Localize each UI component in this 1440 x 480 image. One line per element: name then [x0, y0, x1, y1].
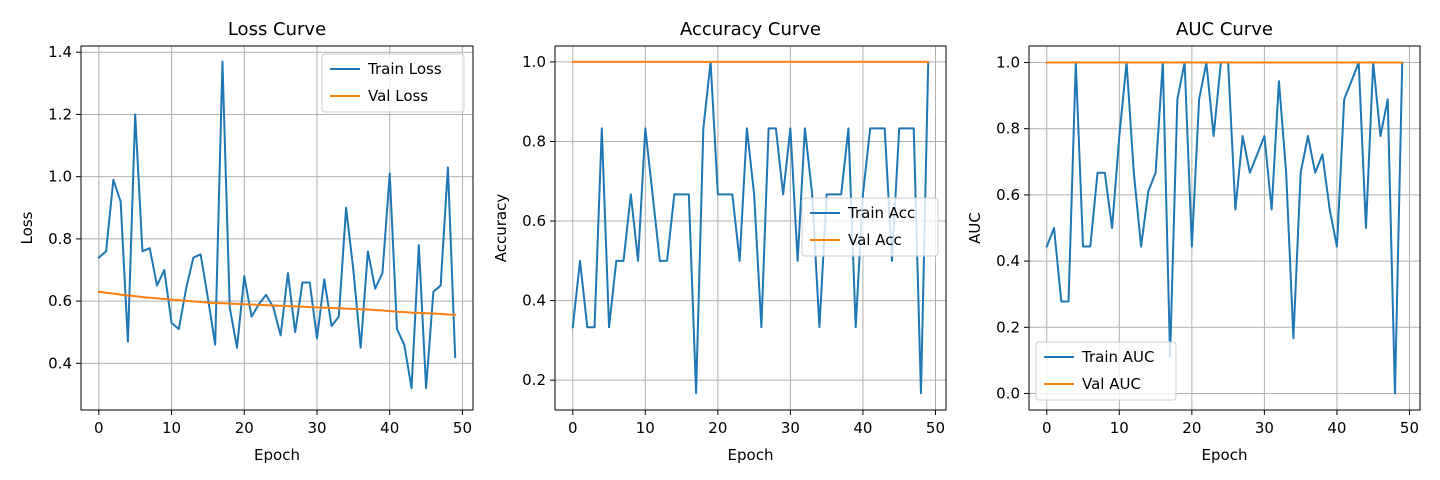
- y-axis-label: AUC: [966, 212, 984, 244]
- chart-title: AUC Curve: [1176, 19, 1273, 40]
- y-tick-label: 1.2: [48, 105, 72, 123]
- y-tick-label: 0.8: [48, 230, 72, 248]
- legend-label: Val Acc: [848, 231, 902, 249]
- y-tick-label: 0.8: [996, 120, 1020, 138]
- series-line-val-loss: [97, 290, 457, 316]
- y-tick-label: 0.6: [48, 292, 72, 310]
- y-tick-label: 0.2: [522, 371, 546, 389]
- x-tick-label: 10: [1110, 419, 1129, 437]
- legend-label: Val Loss: [368, 87, 428, 105]
- y-tick-label: 0.6: [522, 212, 546, 230]
- y-tick-label: 0.6: [996, 186, 1020, 204]
- chart-title: Accuracy Curve: [680, 19, 821, 40]
- axes-frame: [80, 45, 474, 411]
- legend: Train Loss Val Loss: [321, 53, 465, 113]
- x-tick-label: 20: [235, 419, 254, 437]
- y-tick-label: 0.4: [522, 292, 546, 310]
- x-tick-label: 50: [926, 419, 945, 437]
- x-tick-label: 30: [781, 419, 800, 437]
- x-tick-label: 50: [1400, 419, 1419, 437]
- x-tick-label: 0: [94, 419, 104, 437]
- y-tick-label: 1.0: [48, 168, 72, 186]
- x-tick-label: 10: [162, 419, 181, 437]
- x-tick-label: 30: [1255, 419, 1274, 437]
- x-axis-label: Epoch: [1202, 446, 1248, 464]
- legend: Train Acc Val Acc: [801, 197, 939, 257]
- y-axis-label: Loss: [18, 211, 36, 244]
- series-line-train-acc: [571, 60, 930, 395]
- y-axis-label: Accuracy: [492, 194, 510, 263]
- y-tick-label: 1.0: [522, 53, 546, 71]
- subplot-3: 0 10 20 30 40 50 0.0 0.2 0.4 0.6 0.8 1.0 AUC Curve Ep…: [966, 19, 1421, 464]
- x-tick-label: 40: [380, 419, 399, 437]
- y-tick-label: 0.8: [522, 132, 546, 150]
- y-tick-label: 0.0: [996, 384, 1020, 402]
- x-axis-label: Epoch: [254, 446, 300, 464]
- x-tick-label: 50: [453, 419, 472, 437]
- series-line-train-loss: [97, 60, 457, 390]
- subplot-2: 0 10 20 30 40 50 0.2 0.4 0.6 0.8 1.0 Accuracy Curve…: [492, 19, 947, 464]
- x-tick-label: 40: [1327, 419, 1346, 437]
- x-tick-label: 40: [853, 419, 872, 437]
- axes-frame: [554, 45, 947, 411]
- legend-label: Val AUC: [1082, 375, 1141, 393]
- legend: Train AUC Val AUC: [1035, 341, 1177, 401]
- axes-frame: [1028, 45, 1421, 411]
- x-axis-label: Epoch: [728, 446, 774, 464]
- subplot-1: 0 10 20 30 40 50 0.4 0.6 0.8 1.0 1.2 1.4 Loss Curve E…: [18, 19, 474, 464]
- legend-label: Train AUC: [1081, 348, 1154, 366]
- legend-label: Train Loss: [367, 60, 442, 78]
- x-tick-label: 10: [636, 419, 655, 437]
- x-tick-label: 20: [708, 419, 727, 437]
- y-tick-label: 0.4: [996, 252, 1020, 270]
- y-tick-label: 0.2: [996, 318, 1020, 336]
- x-tick-label: 0: [1042, 419, 1052, 437]
- x-tick-label: 30: [307, 419, 326, 437]
- x-tick-label: 0: [568, 419, 578, 437]
- legend-label: Train Acc: [847, 204, 915, 222]
- y-tick-label: 1.0: [996, 54, 1020, 72]
- y-tick-label: 0.4: [48, 354, 72, 372]
- y-tick-label: 1.4: [48, 43, 72, 61]
- x-tick-label: 20: [1182, 419, 1201, 437]
- chart-title: Loss Curve: [228, 19, 326, 40]
